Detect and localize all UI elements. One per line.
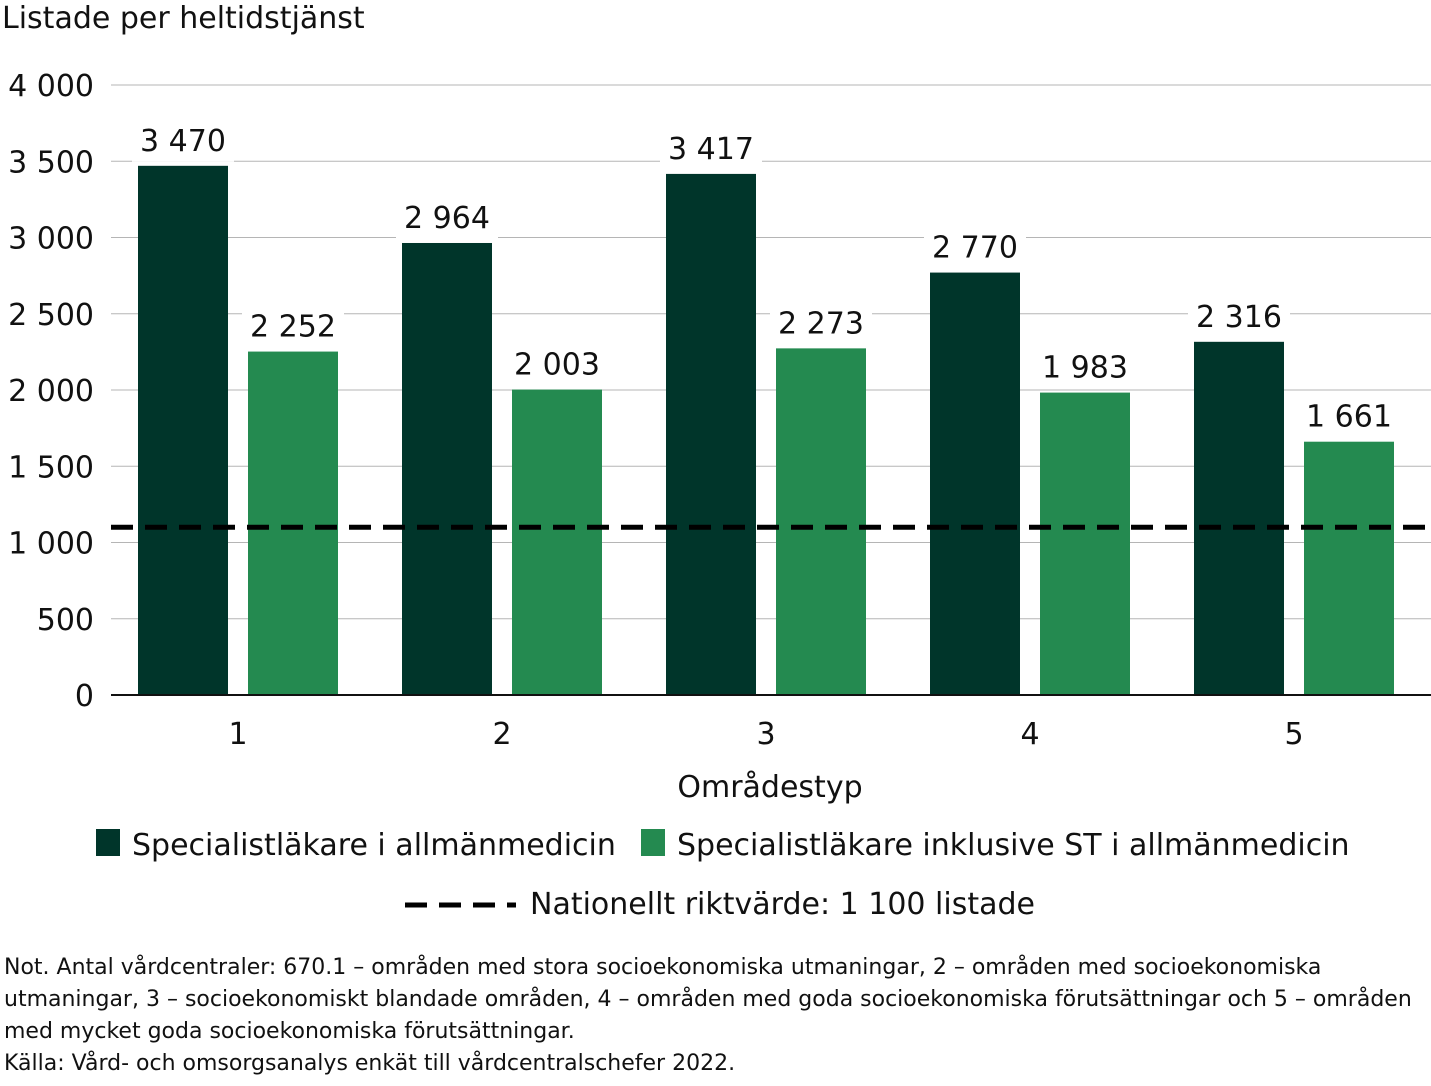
bar-series-1-cat-5 xyxy=(1194,341,1284,695)
bar-chart: Listade per heltidstjänst 0 500 1 000 1 500… xyxy=(2,1,1431,922)
x-tick-label: 1 xyxy=(228,717,247,752)
data-label: 2 003 xyxy=(514,348,600,383)
bar-series-2-cat-1 xyxy=(248,351,338,695)
data-label-background xyxy=(132,123,234,162)
data-label: 2 252 xyxy=(250,310,336,345)
data-label: 3 470 xyxy=(140,124,226,159)
data-label: 2 964 xyxy=(404,201,490,236)
bars xyxy=(138,165,1394,696)
bar-series-1-cat-3 xyxy=(666,173,756,696)
bar-series-2-cat-4 xyxy=(1040,392,1130,695)
bar-series-2-cat-3 xyxy=(776,348,866,695)
data-label-background xyxy=(506,347,608,386)
legend-swatch-series-1 xyxy=(96,829,120,856)
x-tick-label: 3 xyxy=(756,717,775,752)
data-label-background xyxy=(770,306,872,345)
data-label-background xyxy=(1188,299,1290,338)
data-label: 2 316 xyxy=(1196,300,1282,335)
y-tick-label: 3 500 xyxy=(8,145,94,180)
data-label-background xyxy=(1034,350,1136,389)
bar-series-1-cat-1 xyxy=(138,165,228,695)
x-axis-title: Områdestyp xyxy=(677,770,862,805)
legend-label-series-1: Specialistläkare i allmänmedicin xyxy=(132,828,616,863)
y-tick-label: 3 000 xyxy=(8,222,94,257)
data-label: 2 770 xyxy=(932,231,1018,266)
data-label-background xyxy=(660,131,762,170)
data-label: 1 983 xyxy=(1042,351,1128,386)
legend-swatch-series-2 xyxy=(641,829,665,856)
legend: Specialistläkare i allmänmedicin Special… xyxy=(96,828,1350,922)
data-label: 3 417 xyxy=(668,132,754,167)
bar-series-2-cat-5 xyxy=(1304,441,1394,695)
y-tick-label: 1 500 xyxy=(8,450,94,485)
y-tick-label: 4 000 xyxy=(8,69,94,104)
y-tick-label: 2 000 xyxy=(8,374,94,409)
bar-series-1-cat-2 xyxy=(402,242,492,696)
y-tick-label: 500 xyxy=(37,603,94,638)
data-label-background xyxy=(1298,399,1400,438)
data-label-background xyxy=(242,309,344,348)
footnote: Not. Antal vårdcentraler: 670.1 – område… xyxy=(4,952,1424,1080)
data-label: 1 661 xyxy=(1306,400,1392,435)
legend-label-series-2: Specialistläkare inklusive ST i allmänme… xyxy=(677,828,1350,863)
y-tick-label: 2 500 xyxy=(8,298,94,333)
x-tick-label: 5 xyxy=(1284,717,1303,752)
y-tick-label: 0 xyxy=(75,679,94,714)
source-text: Källa: Vård- och omsorgsanalys enkät til… xyxy=(4,1051,736,1076)
data-label: 2 273 xyxy=(778,306,864,341)
data-labels: 3 470 2 252 2 964 2 003 3 417 2 273 2 770 1 983… xyxy=(132,123,1400,438)
y-tick-label: 1 000 xyxy=(8,527,94,562)
y-tick-labels: 0 500 1 000 1 500 2 000 2 500 3 000 3 500 4 000 xyxy=(8,69,94,714)
data-label-background xyxy=(924,230,1026,269)
x-tick-label: 4 xyxy=(1020,717,1039,752)
x-tick-label: 2 xyxy=(492,717,511,752)
bar-series-2-cat-2 xyxy=(512,389,602,695)
bar-series-1-cat-4 xyxy=(930,272,1020,695)
note-text: Not. Antal vårdcentraler: 670.1 – område… xyxy=(4,955,1412,1044)
data-label-background xyxy=(396,200,498,239)
legend-label-reference: Nationellt riktvärde: 1 100 listade xyxy=(530,887,1035,922)
x-tick-labels: 1 2 3 4 5 xyxy=(228,717,1303,752)
y-axis-title: Listade per heltidstjänst xyxy=(2,1,365,36)
